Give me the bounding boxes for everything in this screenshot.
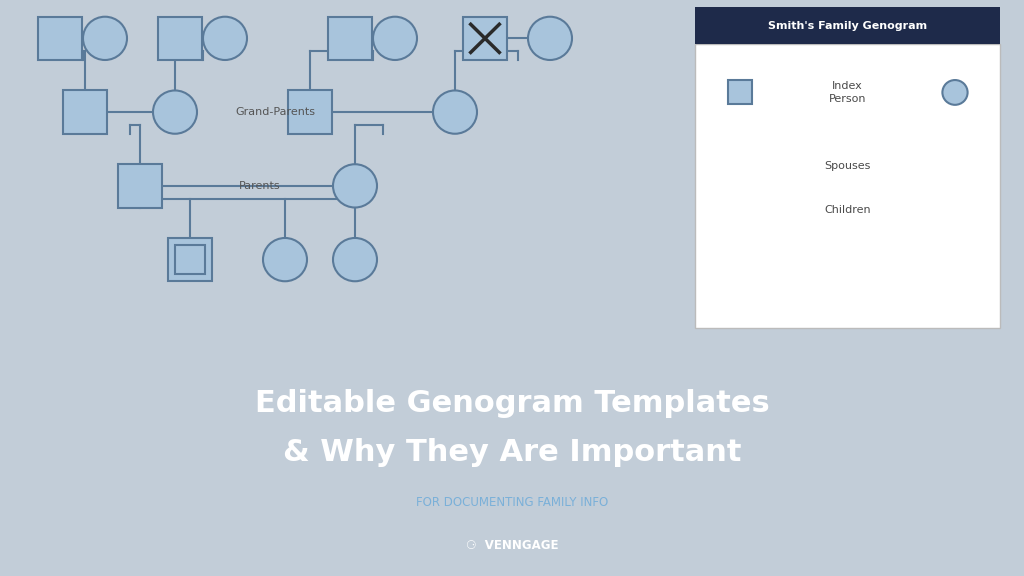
Text: ⚆  VENNGAGE: ⚆ VENNGAGE (466, 539, 558, 552)
Text: Children: Children (824, 206, 870, 215)
Text: Grand-Parents: Grand-Parents (234, 107, 315, 117)
Text: Smith's Family Genogram: Smith's Family Genogram (768, 21, 927, 31)
Text: & Why They Are Important: & Why They Are Important (283, 438, 741, 467)
Polygon shape (722, 149, 758, 184)
Circle shape (83, 17, 127, 60)
FancyBboxPatch shape (695, 7, 1000, 44)
Circle shape (263, 238, 307, 281)
Polygon shape (288, 90, 332, 134)
Polygon shape (63, 90, 106, 134)
Text: Parents: Parents (240, 181, 281, 191)
FancyBboxPatch shape (695, 44, 1000, 328)
Circle shape (203, 17, 247, 60)
Polygon shape (328, 17, 372, 60)
Polygon shape (118, 164, 162, 207)
Polygon shape (722, 75, 758, 110)
Polygon shape (722, 262, 758, 297)
Circle shape (829, 262, 865, 297)
Polygon shape (175, 245, 205, 274)
Polygon shape (728, 81, 753, 104)
Text: FOR DOCUMENTING FAMILY INFO: FOR DOCUMENTING FAMILY INFO (416, 497, 608, 509)
Circle shape (528, 17, 572, 60)
Circle shape (333, 238, 377, 281)
Circle shape (937, 75, 973, 110)
Text: Index
Person: Index Person (828, 81, 866, 104)
Circle shape (333, 164, 377, 207)
Circle shape (937, 262, 973, 297)
Circle shape (433, 90, 477, 134)
Polygon shape (463, 17, 507, 60)
Polygon shape (168, 238, 212, 281)
Circle shape (937, 149, 973, 184)
Text: Editable Genogram Templates: Editable Genogram Templates (255, 389, 769, 418)
Text: Spouses: Spouses (824, 161, 870, 171)
Circle shape (942, 80, 968, 105)
Circle shape (153, 90, 197, 134)
Polygon shape (158, 17, 202, 60)
Polygon shape (38, 17, 82, 60)
Circle shape (373, 17, 417, 60)
